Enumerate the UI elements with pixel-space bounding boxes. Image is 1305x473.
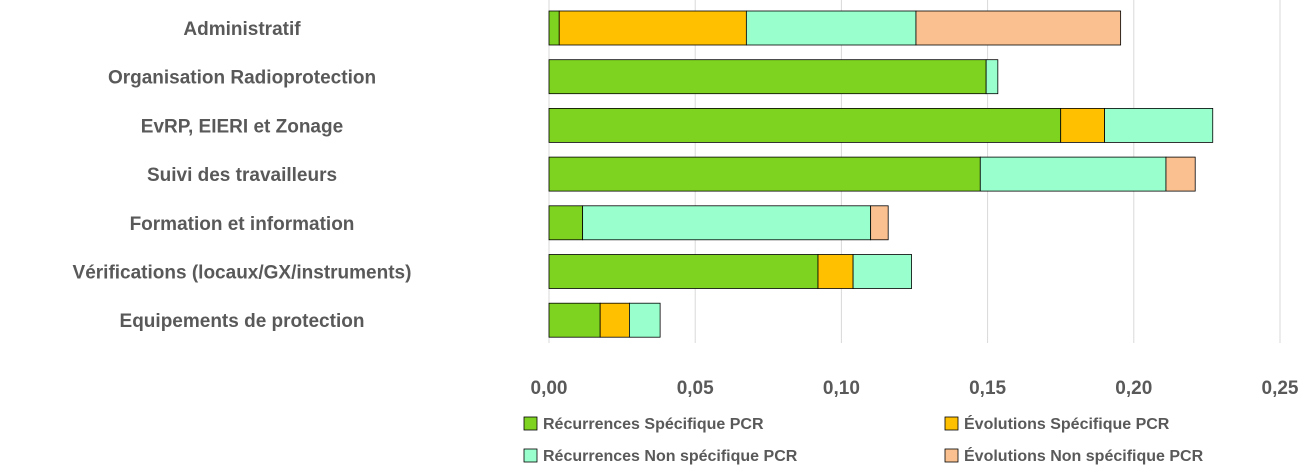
bar-segment <box>979 156 1167 192</box>
category-label: Organisation Radioprotection <box>108 68 376 89</box>
bar-segment <box>582 205 872 241</box>
bar-segment <box>548 254 819 289</box>
category-label: Equipements de protection <box>120 311 365 332</box>
category-label: Suivi des travailleurs <box>147 165 337 186</box>
legend-swatch <box>944 448 959 463</box>
x-tick-label: 0,25 <box>1262 378 1299 399</box>
x-tick-label: 0,05 <box>677 378 714 399</box>
category-label: Administratif <box>183 19 301 40</box>
x-tick-labels: 0,00 0,05 0,10 0,15 0,20 0,25 <box>531 378 1299 399</box>
bar-segment <box>915 10 1122 46</box>
bar-segment <box>548 59 987 95</box>
bar-segment <box>852 254 912 289</box>
legend-label: Récurrences Spécifique PCR <box>543 416 764 433</box>
bar-segment <box>1165 156 1196 192</box>
bar-segment <box>548 10 560 46</box>
legend-label: Évolutions Non spécifique PCR <box>964 446 1204 465</box>
bar-segment <box>629 302 661 338</box>
legend-label: Évolutions Spécifique PCR <box>964 414 1170 433</box>
bar-segment <box>1104 108 1214 143</box>
x-tick-label: 0,15 <box>969 378 1006 399</box>
category-label: Formation et information <box>130 214 355 235</box>
bar-segment <box>745 10 917 46</box>
legend-swatch <box>944 416 959 431</box>
legend: Récurrences Spécifique PCR Évolutions Spé… <box>523 414 1204 465</box>
bar-segment <box>985 59 999 95</box>
bar-segment <box>817 254 854 289</box>
bar-segment <box>548 156 981 192</box>
x-tick-label: 0,00 <box>531 378 568 399</box>
bar-segment <box>599 302 630 338</box>
legend-label: Récurrences Non spécifique PCR <box>543 448 798 465</box>
category-labels: Administratif Organisation Radioprotectio… <box>73 19 412 332</box>
bar-segment <box>548 302 601 338</box>
category-label: EvRP, EIERI et Zonage <box>141 116 343 137</box>
bar-segment <box>548 205 584 241</box>
legend-swatch <box>523 448 538 463</box>
bar-segment <box>548 108 1062 143</box>
category-label: Vérifications (locaux/GX/instruments) <box>73 263 412 284</box>
legend-swatch <box>523 416 538 431</box>
bar-segment <box>870 205 889 241</box>
bar-segment <box>558 10 747 46</box>
bar-segment <box>1060 108 1105 143</box>
x-tick-label: 0,10 <box>823 378 860 399</box>
x-tick-label: 0,20 <box>1115 378 1152 399</box>
bars <box>548 10 1214 338</box>
